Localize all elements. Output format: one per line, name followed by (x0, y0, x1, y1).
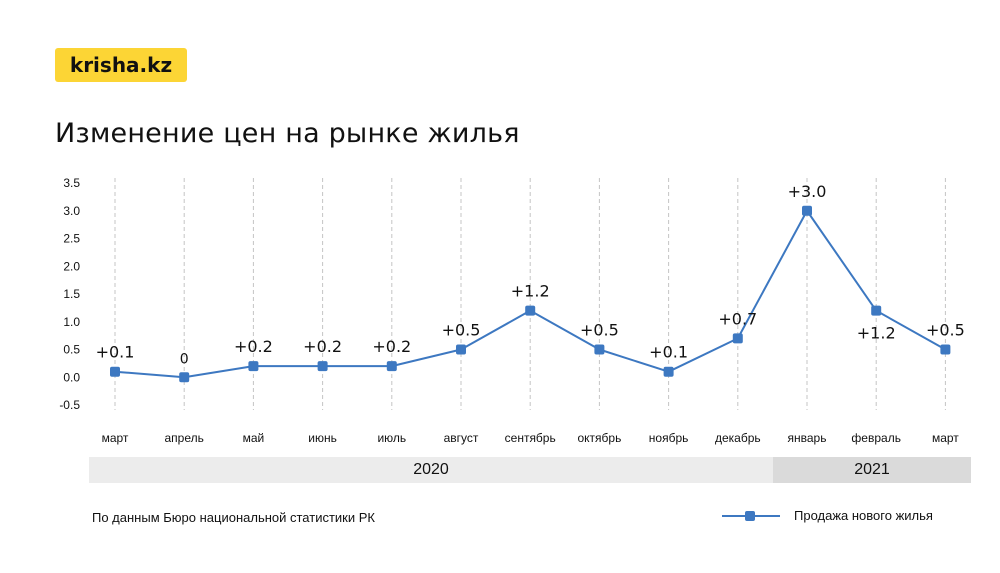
data-label: +3.0 (788, 182, 827, 201)
data-label: +0.5 (926, 321, 965, 340)
data-point (386, 361, 397, 372)
data-point (871, 305, 882, 316)
x-tick-label: ноябрь (649, 431, 689, 445)
data-label: 0 (180, 351, 189, 367)
data-label: +1.2 (511, 282, 550, 301)
chart-title: Изменение цен на рынке жилья (55, 118, 520, 149)
year-label: 2021 (854, 461, 890, 478)
data-label: +0.2 (303, 337, 342, 356)
y-tick-label: -0.5 (59, 398, 80, 412)
chart-legend: Продажа нового жилья (722, 508, 933, 523)
x-tick-label: март (102, 431, 129, 445)
data-point (317, 361, 328, 372)
data-label: +0.2 (234, 337, 273, 356)
data-source-note: По данным Бюро национальной статистики Р… (92, 510, 375, 525)
y-tick-label: 2.0 (63, 259, 80, 273)
x-tick-label: март (932, 431, 959, 445)
x-tick-label: декабрь (715, 431, 761, 445)
x-tick-label: апрель (165, 431, 204, 445)
y-tick-label: 2.5 (63, 232, 80, 246)
data-point (248, 361, 259, 372)
x-tick-label: январь (788, 431, 827, 445)
x-tick-label: октябрь (577, 431, 621, 445)
y-tick-label: 0.5 (63, 343, 80, 357)
data-point (456, 344, 466, 355)
line-chart: 3.5 3.0 2.5 2.0 1.5 1.0 0.5 0.0 -0.5 март апрель ма… (59, 176, 965, 445)
data-point (525, 305, 536, 316)
data-label: +0.5 (442, 321, 481, 340)
data-point (110, 366, 120, 377)
y-tick-label: 1.5 (63, 287, 80, 301)
data-point (940, 344, 951, 355)
krisha-logo: krisha.kz (55, 48, 187, 82)
y-tick-label: 3.0 (63, 204, 80, 218)
x-tick-label: февраль (851, 431, 901, 445)
data-label: +0.5 (580, 321, 619, 340)
year-band-2020: 2020 (89, 457, 773, 483)
x-tick-label: июнь (308, 431, 337, 445)
data-point (732, 333, 743, 344)
x-tick-label: май (243, 431, 265, 445)
data-label: +1.2 (857, 324, 896, 343)
data-point (594, 344, 605, 355)
x-tick-label: сентябрь (505, 431, 556, 445)
x-tick-label: июль (377, 431, 406, 445)
data-label: +0.2 (372, 337, 411, 356)
year-label: 2020 (413, 461, 449, 478)
y-tick-label: 3.5 (63, 176, 80, 190)
legend-label: Продажа нового жилья (794, 508, 933, 523)
y-tick-label: 0.0 (63, 370, 80, 384)
data-label: +0.1 (96, 343, 135, 362)
data-point (802, 205, 812, 216)
data-point (663, 366, 674, 377)
x-tick-label: август (444, 431, 479, 445)
year-band-2021: 2021 (773, 457, 971, 483)
y-tick-label: 1.0 (63, 315, 80, 329)
data-label: +0.7 (718, 309, 757, 328)
legend-line-marker-icon (722, 510, 780, 521)
data-point (179, 372, 190, 383)
data-label: +0.1 (649, 343, 688, 362)
